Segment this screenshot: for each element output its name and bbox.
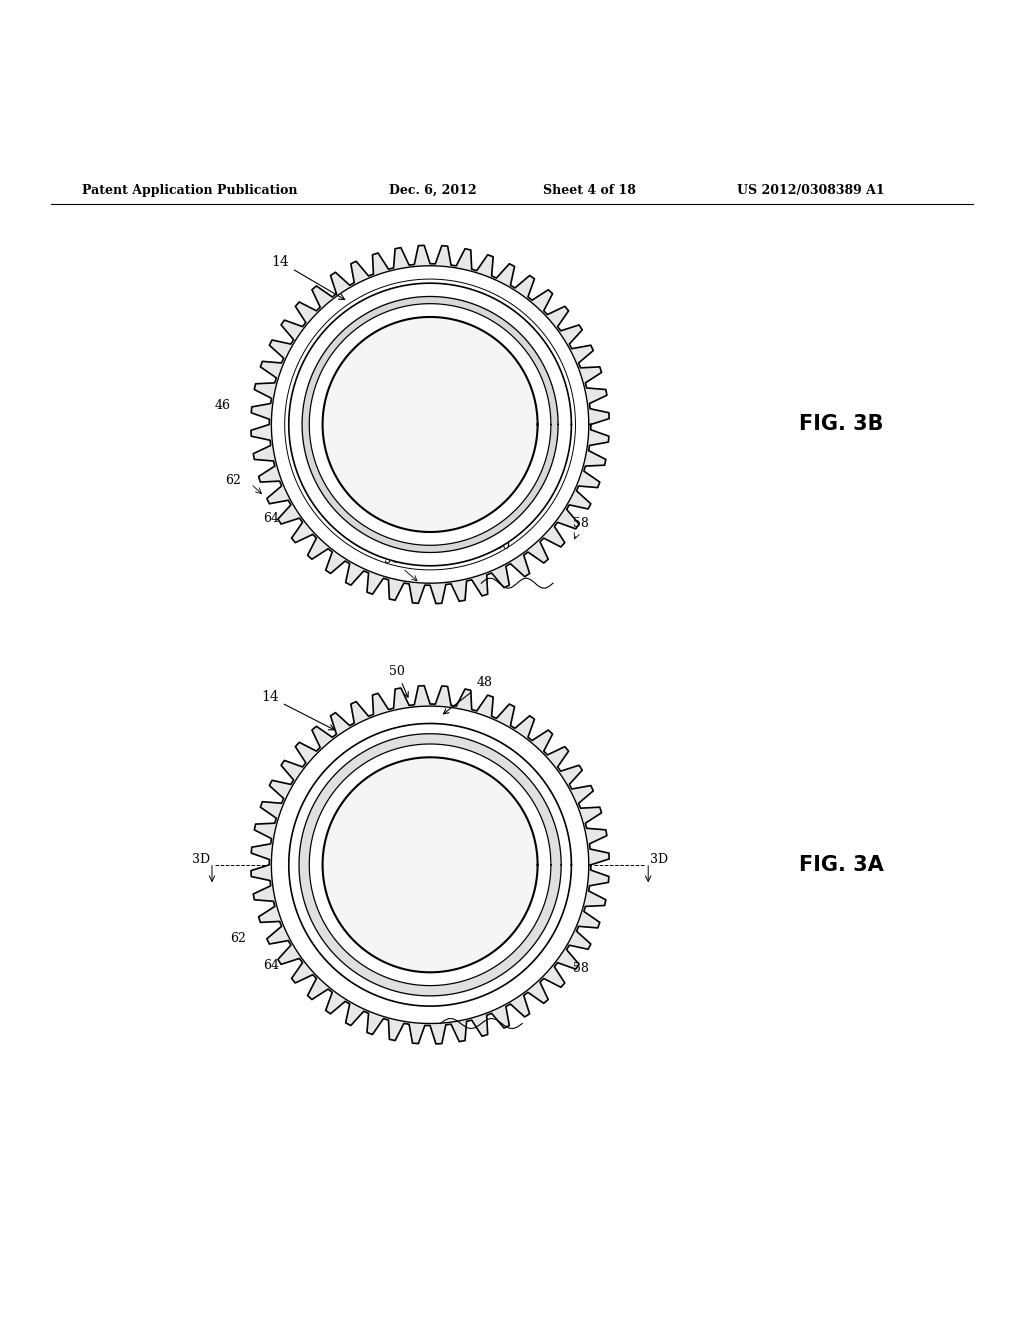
Polygon shape <box>323 758 538 973</box>
Polygon shape <box>248 682 612 1048</box>
Polygon shape <box>323 317 538 532</box>
Polygon shape <box>248 242 612 607</box>
Text: 60: 60 <box>447 993 464 1006</box>
Text: 3D: 3D <box>191 853 210 866</box>
Text: Patent Application Publication: Patent Application Publication <box>82 183 297 197</box>
Text: 66: 66 <box>444 834 518 874</box>
Text: 58: 58 <box>573 517 590 529</box>
Polygon shape <box>299 734 561 995</box>
Text: 48: 48 <box>443 676 493 714</box>
Text: Sheet 4 of 18: Sheet 4 of 18 <box>543 183 636 197</box>
Text: US 2012/0308389 A1: US 2012/0308389 A1 <box>737 183 885 197</box>
Polygon shape <box>302 297 558 553</box>
Polygon shape <box>251 685 609 1044</box>
Polygon shape <box>271 265 589 583</box>
Polygon shape <box>309 744 551 986</box>
Text: 60: 60 <box>494 540 510 552</box>
Text: 66: 66 <box>454 445 513 483</box>
Polygon shape <box>289 284 571 566</box>
Text: 3D: 3D <box>650 853 669 866</box>
Text: 46: 46 <box>214 399 230 412</box>
Text: 62: 62 <box>229 932 246 945</box>
Text: 64: 64 <box>263 512 280 525</box>
Text: 14: 14 <box>261 690 335 730</box>
Text: FIG. 3B: FIG. 3B <box>799 414 884 434</box>
Text: Dec. 6, 2012: Dec. 6, 2012 <box>389 183 477 197</box>
Text: 50: 50 <box>384 553 417 581</box>
Text: 58: 58 <box>573 962 590 975</box>
Text: 14: 14 <box>271 255 345 300</box>
Text: FIG. 3A: FIG. 3A <box>799 855 884 875</box>
Polygon shape <box>289 723 571 1006</box>
Text: 50: 50 <box>389 665 409 697</box>
Polygon shape <box>251 246 609 603</box>
Polygon shape <box>309 304 551 545</box>
Text: 64: 64 <box>263 960 280 973</box>
Text: 62: 62 <box>224 474 241 487</box>
Polygon shape <box>271 706 589 1023</box>
